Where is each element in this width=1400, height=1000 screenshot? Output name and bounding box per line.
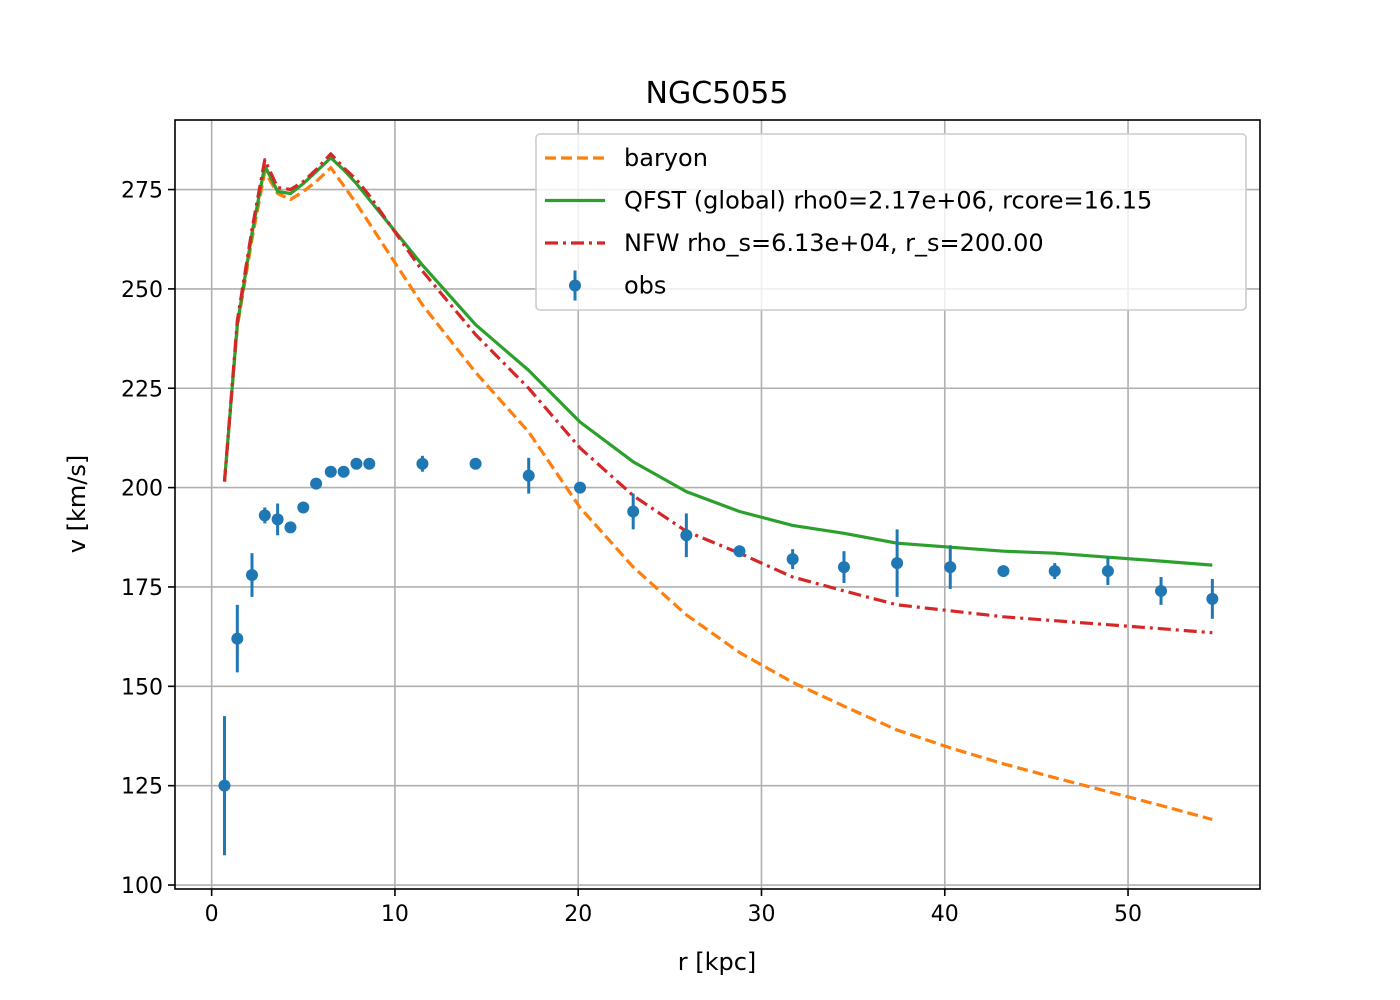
y-tick-label: 250 bbox=[121, 278, 163, 303]
obs-data-point bbox=[231, 632, 244, 645]
obs-data-point bbox=[416, 457, 429, 470]
y-tick-label: 275 bbox=[121, 179, 163, 204]
plot-frame bbox=[174, 119, 1261, 890]
axis-ticks: 0 10 20 30 40 50 100 125 150 175 200 225 250 275 bbox=[121, 179, 1142, 927]
y-axis-label: v [km/s] bbox=[63, 455, 91, 553]
y-tick-label: 225 bbox=[121, 377, 163, 402]
y-tick-label: 200 bbox=[121, 477, 163, 502]
obs-data-point bbox=[469, 457, 482, 470]
obs-data-point bbox=[944, 561, 957, 574]
x-tick-label: 30 bbox=[747, 902, 775, 927]
x-tick-label: 10 bbox=[381, 902, 409, 927]
obs-data-point bbox=[271, 513, 284, 526]
obs-data-point bbox=[1048, 565, 1061, 578]
obs-data-point bbox=[786, 553, 799, 566]
obs-data-point bbox=[310, 477, 323, 490]
chart-title: NGC5055 bbox=[646, 76, 789, 111]
obs-data-point bbox=[363, 457, 376, 470]
legend-label-nfw: NFW rho_s=6.13e+04, r_s=200.00 bbox=[624, 229, 1044, 257]
legend-box bbox=[535, 133, 1247, 311]
legend: baryon QFST (global) rho0=2.17e+06, rcore… bbox=[535, 133, 1247, 311]
obs-data-point bbox=[350, 457, 363, 470]
obs-data-point bbox=[297, 501, 310, 514]
x-tick-label: 50 bbox=[1114, 902, 1142, 927]
series bbox=[218, 152, 1219, 856]
y-tick-label: 150 bbox=[121, 675, 163, 700]
baryon-series-line bbox=[222, 166, 1213, 822]
legend-label-baryon: baryon bbox=[624, 144, 708, 172]
obs-data-point bbox=[627, 505, 640, 518]
qfst-series-line bbox=[222, 156, 1213, 567]
legend-label-qfst: QFST (global) rho0=2.17e+06, rcore=16.15 bbox=[624, 187, 1152, 215]
obs-data-point bbox=[837, 561, 850, 574]
obs-data-point bbox=[680, 529, 693, 542]
x-tick-label: 0 bbox=[205, 902, 219, 927]
x-axis-label: r [kpc] bbox=[678, 948, 757, 976]
obs-data-point bbox=[997, 565, 1010, 578]
obs-data-point bbox=[218, 779, 231, 792]
y-tick-label: 175 bbox=[121, 576, 163, 601]
obs-data-point bbox=[1206, 592, 1219, 605]
legend-label-obs: obs bbox=[624, 272, 666, 300]
legend-swatch-obs bbox=[569, 279, 581, 292]
obs-data-point bbox=[891, 557, 904, 570]
obs-data-point bbox=[574, 481, 587, 494]
y-tick-label: 125 bbox=[121, 775, 163, 800]
obs-data-point bbox=[1155, 584, 1168, 597]
obs-data-point bbox=[245, 569, 258, 582]
y-tick-label: 100 bbox=[121, 874, 163, 899]
nfw-series-line bbox=[222, 152, 1213, 635]
obs-data-point bbox=[258, 509, 271, 522]
obs-data-point bbox=[284, 521, 297, 534]
x-tick-label: 40 bbox=[931, 902, 959, 927]
obs-data-point bbox=[1101, 565, 1114, 578]
obs-data-point bbox=[522, 469, 535, 482]
x-tick-label: 20 bbox=[564, 902, 592, 927]
obs-data-point bbox=[324, 465, 337, 478]
obs-data-point bbox=[337, 465, 350, 478]
obs-data-point bbox=[733, 545, 746, 558]
